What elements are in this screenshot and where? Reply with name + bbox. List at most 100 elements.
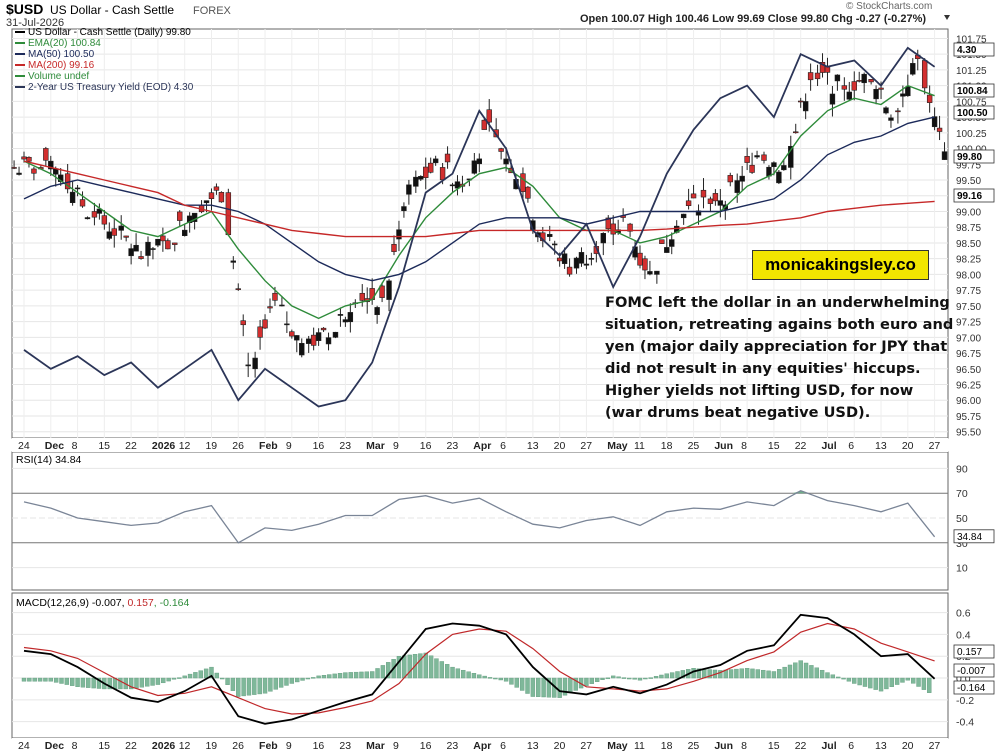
candle-body [690, 193, 697, 199]
macd-histogram-bar [857, 677, 862, 686]
macd-histogram-bar [825, 672, 830, 679]
chevron-down-icon[interactable] [944, 15, 950, 20]
macd-histogram-bar [439, 661, 445, 679]
x-tick-label: 25 [688, 740, 700, 752]
price-y-tick: 96.25 [956, 381, 981, 392]
candle-body [793, 131, 799, 134]
macd-histogram-bar [86, 677, 91, 688]
candle-body [654, 270, 660, 275]
price-y-tick: 96.75 [956, 349, 981, 360]
candle-body [851, 81, 857, 91]
candle-body [449, 184, 456, 187]
macd-histogram-bar [562, 677, 568, 696]
x-tick-label: 8 [72, 740, 78, 752]
macd-y-tick: 0.4 [956, 629, 971, 641]
candle-body [386, 280, 392, 300]
x-tick-label: 19 [205, 440, 217, 452]
macd-histogram-bar [236, 677, 241, 697]
macd-histogram-bar [203, 668, 209, 679]
price-marker [953, 83, 995, 98]
candle-body [138, 256, 144, 259]
price-y-tick: 99.75 [956, 160, 981, 171]
macd-histogram-bar [884, 677, 889, 690]
candle-body [481, 119, 487, 130]
macd-histogram-bar [846, 677, 852, 682]
macd-histogram-bar [509, 677, 514, 685]
x-tick-label: 2026 [152, 740, 176, 752]
candle-body [868, 79, 874, 83]
candle-body [520, 173, 526, 192]
x-tick-label: 19 [205, 740, 217, 752]
macd-histogram-bar [809, 665, 814, 679]
macd-histogram-bar [21, 677, 27, 682]
candle-body [712, 193, 719, 202]
candle-body [310, 334, 317, 346]
macd-histogram-bar [214, 672, 220, 679]
x-tick-label: 15 [98, 440, 110, 452]
macd-marker-label: 0.157 [957, 647, 982, 658]
macd-y-tick: -0.4 [956, 717, 974, 729]
price-marker-label: 100.84 [957, 86, 988, 97]
rsi-marker-label: 34.84 [957, 532, 982, 543]
macd-histogram-bar [905, 677, 911, 681]
candle-body [272, 292, 278, 301]
macd-histogram-bar [814, 667, 819, 679]
candle-body [439, 167, 446, 181]
candle-body [627, 223, 633, 232]
candle-body [289, 331, 295, 337]
x-tick-label: 25 [688, 440, 700, 452]
macd-histogram-bar [418, 653, 423, 679]
macd-histogram-bar [59, 677, 64, 684]
candle-body [841, 85, 848, 90]
x-axis-bottom: 24 Dec 8 15 22 2026 12 19 26 Feb 9 16 23 Mar 9 16 23 Apr 6… [12, 738, 948, 752]
x-tick-label: Jun [714, 740, 733, 752]
candle-body [561, 253, 568, 264]
macd-histogram-bar [294, 677, 300, 683]
candle-body [802, 101, 809, 112]
x-tick-label: Jul [821, 740, 836, 752]
x-tick-label: 6 [848, 440, 854, 452]
candle-body [262, 319, 268, 329]
rsi-y-tick: 10 [956, 563, 968, 575]
candle-body [379, 285, 385, 298]
legend-entry: 2-Year US Treasury Yield (EOD) 4.30 [28, 82, 194, 93]
macd-line [23, 613, 936, 725]
macd-histogram-bar [48, 677, 53, 682]
candle-body [315, 332, 322, 341]
macd-histogram-bar [627, 677, 632, 680]
candle-body [707, 198, 714, 204]
macd-histogram-bar [161, 677, 166, 684]
macd-histogram-bar [514, 677, 519, 688]
macd-histogram-bar [702, 668, 707, 679]
candle-body [177, 211, 183, 221]
credit: © StockCharts.com [846, 1, 932, 12]
macd-histogram-bar [107, 677, 112, 690]
chart-date: 31-Jul-2026 [6, 17, 64, 29]
macd-histogram-bar [246, 677, 252, 696]
ohlc-readout: Open 100.07 High 100.46 Low 99.69 Close … [580, 13, 926, 25]
candle-body [486, 109, 492, 123]
macd-histogram-bar [225, 677, 230, 685]
x-tick-label: 16 [420, 740, 432, 752]
macd-histogram-bar [444, 664, 450, 679]
price-y-tick: 95.75 [956, 412, 981, 423]
macd-marker [953, 680, 995, 695]
macd-histogram-bar [402, 655, 407, 679]
macd-histogram-bar [755, 669, 761, 679]
macd-histogram-bar [75, 677, 80, 687]
x-tick-label: 13 [527, 740, 539, 752]
candle-body [133, 244, 139, 252]
x-tick-label: 23 [339, 740, 351, 752]
candle-body [900, 93, 906, 97]
candle-body [423, 166, 429, 178]
macd-histogram-bar [450, 666, 455, 679]
candle-body [547, 234, 553, 237]
candle-body [797, 100, 804, 103]
candle-body [883, 107, 889, 114]
macd-histogram-bar [171, 677, 177, 680]
macd-histogram-bar [889, 677, 894, 687]
macd-histogram-bar [359, 671, 364, 679]
candle-body [685, 200, 692, 206]
candle-body [525, 186, 531, 199]
macd-histogram-bar [134, 677, 139, 689]
